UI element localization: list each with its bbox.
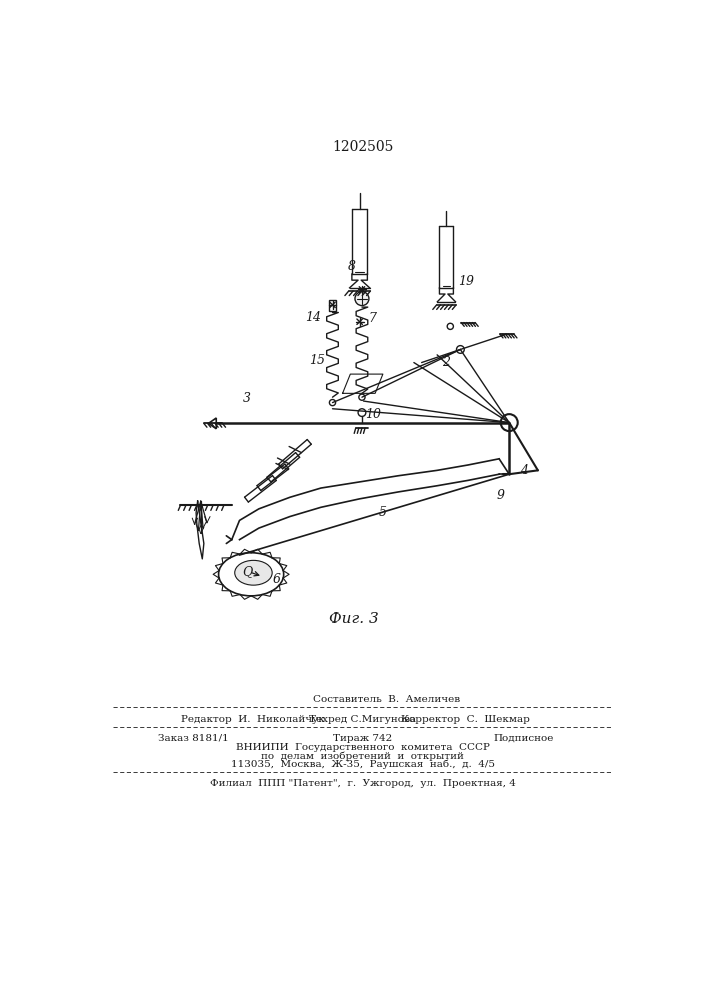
Circle shape — [355, 292, 369, 306]
Circle shape — [358, 409, 366, 416]
Circle shape — [359, 394, 365, 400]
Text: Тираж 742: Тираж 742 — [333, 734, 392, 743]
Text: Филиал  ППП "Патент",  г.  Ужгород,  ул.  Проектная, 4: Филиал ППП "Патент", г. Ужгород, ул. Про… — [210, 779, 515, 788]
Text: Редактор  И.  Николайчук: Редактор И. Николайчук — [182, 715, 325, 724]
Text: Подписное: Подписное — [493, 734, 554, 743]
Text: Фиг. 3: Фиг. 3 — [329, 612, 378, 626]
Text: 8: 8 — [348, 260, 356, 273]
Circle shape — [457, 346, 464, 353]
Text: по  делам  изобретений  и  открытий: по делам изобретений и открытий — [262, 751, 464, 761]
Text: 2: 2 — [443, 356, 450, 369]
Text: Заказ 8181/1: Заказ 8181/1 — [158, 734, 229, 743]
Text: 4: 4 — [520, 464, 528, 477]
Text: 19: 19 — [458, 275, 474, 288]
Bar — [329, 300, 336, 311]
Text: 113035,  Москва,  Ж-35,  Раушская  наб.,  д.  4/5: 113035, Москва, Ж-35, Раушская наб., д. … — [230, 760, 495, 769]
Circle shape — [501, 414, 518, 431]
Text: 3: 3 — [243, 392, 251, 405]
Text: 1202505: 1202505 — [332, 140, 393, 154]
Text: Корректор  С.  Шекмар: Корректор С. Шекмар — [402, 715, 530, 724]
Text: 5: 5 — [379, 506, 387, 519]
Text: Составитель  В.  Амеличев: Составитель В. Амеличев — [313, 695, 460, 704]
Text: 15: 15 — [309, 354, 325, 367]
Text: 10: 10 — [366, 408, 382, 421]
Text: 14: 14 — [305, 311, 321, 324]
Polygon shape — [209, 418, 216, 429]
Text: 6: 6 — [273, 573, 281, 586]
Text: Техред С.Мигунова: Техред С.Мигунова — [309, 715, 416, 724]
Ellipse shape — [235, 560, 272, 585]
Text: Q: Q — [242, 565, 252, 578]
Text: ВНИИПИ  Государственного  комитета  СССР: ВНИИПИ Государственного комитета СССР — [236, 743, 490, 752]
Text: 9: 9 — [497, 489, 505, 502]
Text: 7: 7 — [368, 312, 376, 325]
Circle shape — [329, 400, 336, 406]
